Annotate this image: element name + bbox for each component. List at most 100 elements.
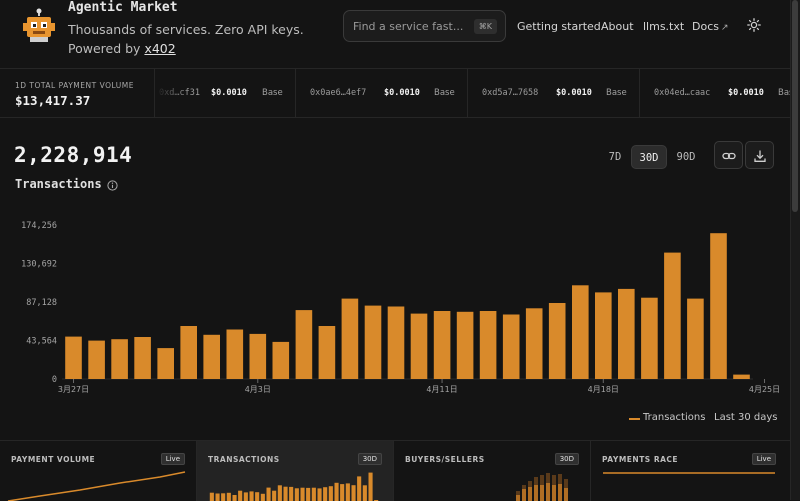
x-tick-label: 4月11日 — [426, 385, 457, 394]
ticker-item[interactable]: 0xd5a7…7658 $0.0010 Base — [467, 69, 639, 118]
mini-bar — [312, 488, 316, 501]
bar[interactable] — [88, 341, 105, 379]
range-7d[interactable]: 7D — [603, 145, 627, 169]
bar[interactable] — [549, 303, 566, 379]
y-tick-label: 174,256 — [21, 221, 57, 231]
range-90d[interactable]: 90D — [671, 145, 701, 169]
x-tick-label: 4月25日 — [749, 385, 780, 394]
mini-bar — [301, 488, 305, 501]
bar[interactable] — [618, 289, 635, 379]
ticker-amount: $0.0010 — [556, 88, 592, 98]
link-icon — [722, 149, 736, 163]
search-box[interactable]: ⌘K — [343, 10, 506, 42]
bar[interactable] — [480, 311, 497, 379]
total-volume-value: $13,417.37 — [15, 93, 90, 108]
metric-label: Transactions — [15, 177, 102, 191]
nav-llms-txt[interactable]: llms.txt — [643, 20, 684, 33]
bar[interactable] — [572, 285, 589, 379]
bar[interactable] — [733, 375, 750, 379]
ticker-item[interactable]: 0x0ae6…4ef7 $0.0010 Base — [295, 69, 467, 118]
y-tick-label: 130,692 — [21, 260, 57, 270]
transactions-total: 2,228,914 — [14, 143, 132, 167]
bar[interactable] — [710, 233, 727, 379]
ticker-network: Base — [778, 88, 790, 98]
bar[interactable] — [503, 315, 520, 380]
summary-cards: PAYMENT VOLUME Live TRANSACTIONS 30D BUY… — [0, 440, 790, 500]
mini-bar — [289, 487, 293, 501]
bar[interactable] — [434, 311, 451, 379]
bar[interactable] — [319, 326, 336, 379]
bar[interactable] — [157, 348, 174, 379]
mini-bar — [295, 488, 299, 501]
total-volume-label: 1D TOTAL PAYMENT VOLUME — [15, 81, 134, 90]
bar[interactable] — [687, 299, 704, 379]
card-transactions[interactable]: TRANSACTIONS 30D — [197, 441, 394, 501]
bar[interactable] — [296, 310, 313, 379]
mini-bar — [329, 486, 333, 501]
mini-bar — [323, 487, 327, 501]
ticker-network: Base — [434, 88, 455, 98]
info-icon[interactable] — [107, 180, 118, 191]
bar[interactable] — [203, 335, 220, 379]
ticker-amount: $0.0010 — [728, 88, 764, 98]
legend-swatch — [629, 418, 640, 420]
external-link-icon: ↗ — [721, 23, 729, 33]
ticker-amount: $0.0010 — [384, 88, 420, 98]
bar[interactable] — [457, 312, 474, 379]
ticker-item[interactable]: 0x04ed…caac $0.0010 Base — [639, 69, 790, 118]
ticker-network: Base — [262, 88, 283, 98]
bar[interactable] — [111, 339, 128, 379]
bar[interactable] — [273, 342, 290, 379]
bar[interactable] — [526, 308, 543, 379]
bar[interactable] — [595, 292, 612, 379]
payment-ticker: 1D TOTAL PAYMENT VOLUME $13,417.37 0xd…c… — [0, 68, 790, 118]
search-shortcut-badge: ⌘K — [474, 19, 497, 34]
nav-about[interactable]: About — [601, 20, 634, 33]
payment-volume-sparkline — [0, 441, 197, 501]
sun-icon[interactable] — [747, 18, 761, 32]
bar[interactable] — [250, 334, 267, 379]
nav-docs[interactable]: Docs↗ — [692, 20, 729, 33]
card-buyers-sellers[interactable]: BUYERS/SELLERS 30D — [394, 441, 591, 501]
ticker-amount: $0.0010 — [211, 88, 247, 98]
bar[interactable] — [641, 298, 658, 379]
x-tick-label: 4月18日 — [588, 385, 619, 394]
mini-bar — [284, 487, 288, 501]
bar[interactable] — [342, 299, 359, 379]
card-payments-race[interactable]: PAYMENTS RACE Live — [591, 441, 790, 501]
buyers-sellers-mini-chart — [394, 441, 591, 501]
mini-bar — [346, 483, 350, 501]
bar[interactable] — [411, 314, 428, 379]
bar[interactable] — [134, 337, 151, 379]
robot-logo-icon[interactable] — [21, 8, 57, 44]
mini-bar — [272, 491, 276, 501]
bar[interactable] — [180, 326, 197, 379]
legend-series-label: Transactions — [643, 412, 705, 423]
mini-bar — [352, 485, 356, 501]
total-payment-volume: 1D TOTAL PAYMENT VOLUME $13,417.37 — [0, 69, 155, 118]
mini-bar — [278, 485, 282, 501]
y-tick-label: 43,564 — [26, 337, 57, 347]
bar[interactable] — [365, 306, 382, 379]
download-button[interactable] — [745, 141, 774, 169]
x-tick-label: 3月27日 — [58, 385, 89, 394]
range-30d[interactable]: 30D — [631, 145, 667, 169]
bar[interactable] — [388, 307, 405, 380]
bar[interactable] — [227, 330, 244, 380]
tagline-text: Thousands of services. Zero API keys. — [68, 22, 304, 37]
copy-link-button[interactable] — [714, 141, 743, 169]
search-input[interactable] — [353, 18, 468, 35]
mini-bar — [238, 491, 242, 501]
bar[interactable] — [664, 253, 681, 379]
nav-getting-started[interactable]: Getting started — [517, 20, 601, 33]
y-tick-label: 87,128 — [26, 298, 57, 308]
y-tick-label: 0 — [52, 375, 57, 385]
card-payment-volume[interactable]: PAYMENT VOLUME Live — [0, 441, 197, 501]
x-tick-label: 4月3日 — [245, 385, 271, 394]
bar[interactable] — [65, 337, 82, 379]
scrollbar-thumb[interactable] — [792, 0, 798, 212]
x402-link[interactable]: x402 — [144, 41, 175, 56]
mini-bar — [267, 488, 271, 501]
mini-bar — [340, 484, 344, 501]
